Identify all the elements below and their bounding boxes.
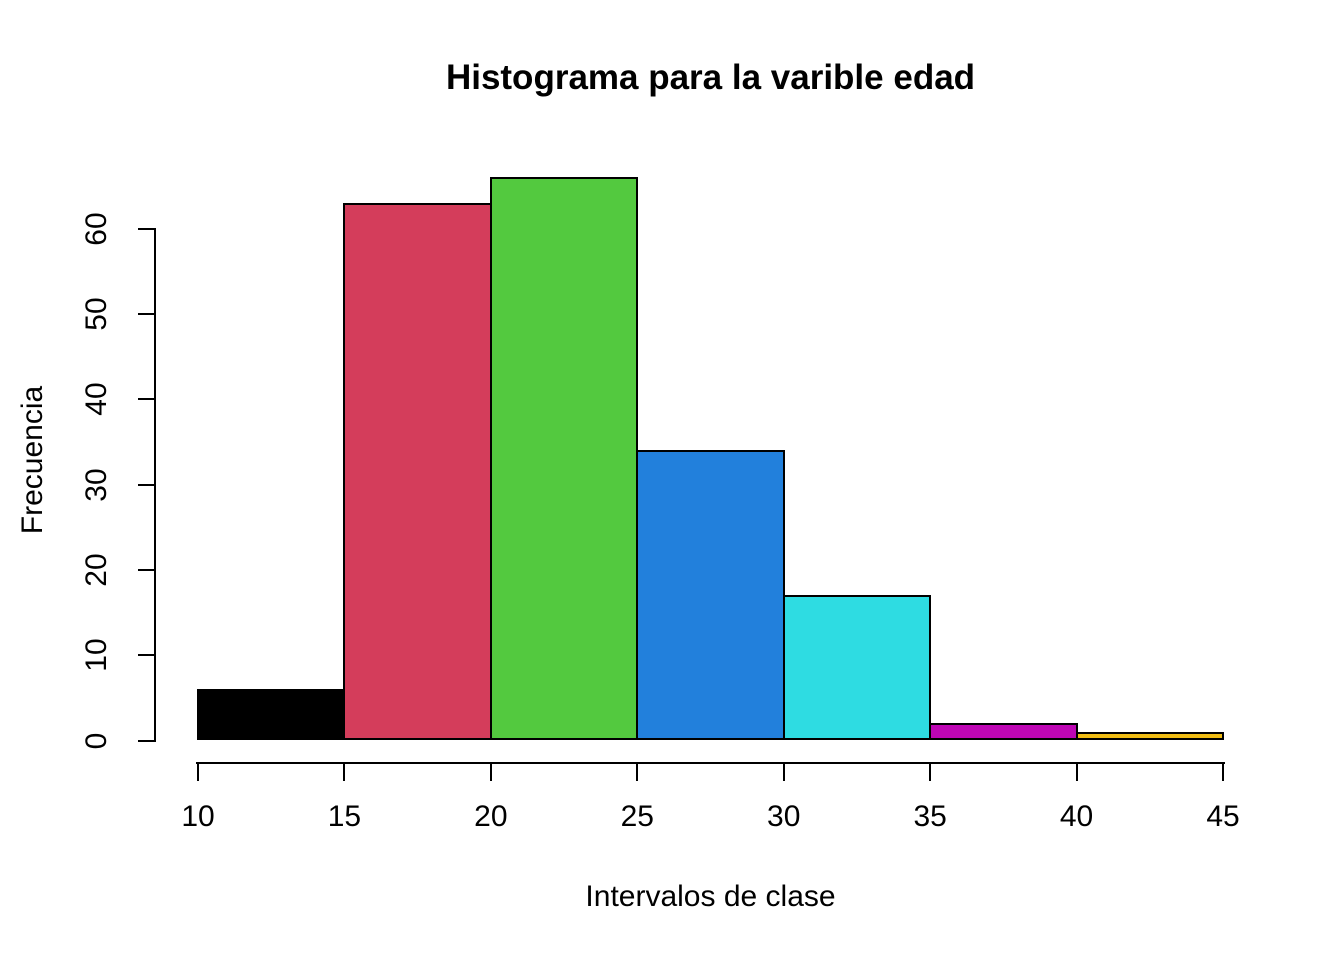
histogram-bar	[489, 177, 639, 741]
y-tick-label: 50	[80, 297, 113, 331]
chart-title: Histograma para la varible edad	[445, 58, 976, 97]
x-axis-label: Intervalos de clase	[585, 880, 836, 913]
histogram-bar	[782, 595, 932, 741]
x-tick-mark	[929, 762, 932, 781]
y-tick-label: 40	[80, 382, 113, 416]
y-tick-mark	[138, 312, 156, 315]
x-tick-label: 25	[620, 800, 654, 833]
x-tick-mark	[489, 762, 492, 781]
y-tick-label: 30	[80, 467, 113, 502]
histogram-bar	[1075, 731, 1224, 741]
x-tick-label: 10	[181, 800, 215, 833]
histogram-bar	[343, 202, 492, 741]
y-tick-mark	[138, 739, 156, 742]
x-tick-label: 30	[767, 800, 801, 833]
x-tick-mark	[1222, 762, 1224, 781]
y-tick-label: 10	[80, 638, 113, 672]
x-tick-mark	[197, 762, 199, 781]
x-tick-mark	[782, 762, 785, 781]
y-tick-label: 20	[80, 553, 113, 587]
x-tick-label: 45	[1206, 800, 1240, 833]
histogram-bar	[197, 689, 346, 741]
x-tick-label: 20	[474, 800, 508, 833]
x-tick-mark	[636, 762, 639, 781]
x-tick-label: 40	[1059, 800, 1094, 833]
x-axis-line	[196, 762, 1225, 764]
histogram-bar	[929, 723, 1078, 741]
y-axis-line	[154, 228, 156, 743]
x-tick-label: 15	[327, 800, 362, 833]
y-tick-mark	[138, 654, 156, 657]
y-tick-mark	[138, 398, 156, 401]
x-tick-label: 35	[913, 800, 947, 833]
y-tick-mark	[138, 568, 156, 571]
x-tick-mark	[1075, 762, 1078, 781]
y-tick-mark	[138, 227, 156, 230]
y-tick-label: 60	[80, 211, 113, 246]
y-tick-mark	[138, 483, 156, 486]
histogram-bar	[636, 450, 785, 741]
y-tick-label: 0	[80, 732, 113, 749]
x-tick-mark	[343, 762, 346, 781]
